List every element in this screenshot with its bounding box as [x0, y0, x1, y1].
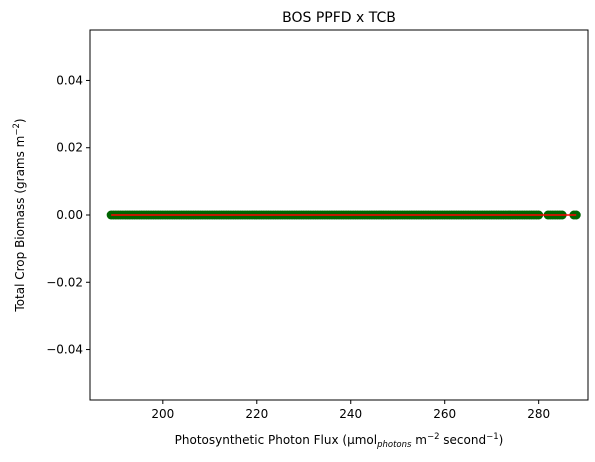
- x-axis-ticks: 200 220 240 260 280: [151, 400, 550, 421]
- y-tick-label: 0.04: [56, 73, 83, 87]
- x-tick-label: 280: [527, 407, 550, 421]
- chart-title: BOS PPFD x TCB: [282, 10, 396, 26]
- y-tick-label: 0.02: [56, 141, 83, 155]
- axes-frame: [89, 29, 589, 401]
- plot-area: [106, 210, 581, 220]
- y-tick-label: 0.00: [56, 208, 83, 222]
- y-tick-label: −0.04: [46, 343, 83, 357]
- x-tick-label: 220: [245, 407, 268, 421]
- x-tick-label: 200: [151, 407, 174, 421]
- y-axis-ticks: 0.04 0.02 0.00 −0.02 −0.04: [46, 73, 90, 357]
- x-tick-label: 260: [433, 407, 456, 421]
- y-axis-label: Total Crop Biomass (grams m−2): [12, 118, 27, 312]
- y-tick-label: −0.02: [46, 275, 83, 289]
- x-tick-label: 240: [339, 407, 362, 421]
- x-axis-label: Photosynthetic Photon Flux (µmolphotons …: [175, 432, 504, 450]
